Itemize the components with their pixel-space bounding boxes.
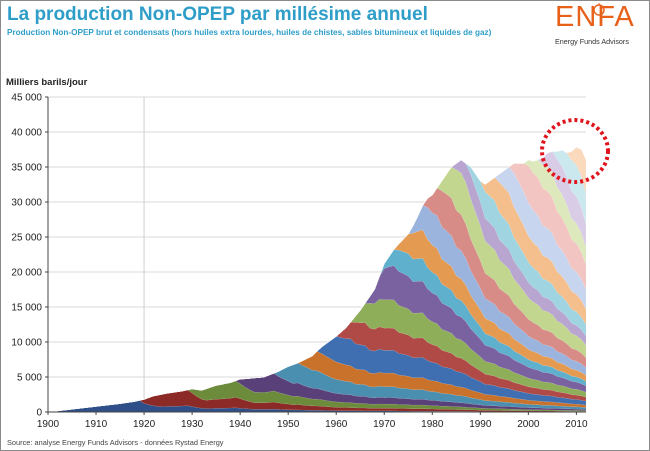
area-band-1976 bbox=[47, 205, 587, 413]
page-subtitle: Production Non-OPEP brut et condensats (… bbox=[7, 28, 492, 37]
highlight-annotation bbox=[540, 118, 610, 184]
logo-bulb-icon bbox=[591, 3, 607, 16]
area-band-1973 bbox=[47, 229, 587, 413]
area-band-1982 bbox=[47, 166, 587, 413]
area-band-1930 bbox=[47, 380, 587, 413]
area-band-1967 bbox=[47, 265, 587, 413]
y-tick-label: 20 000 bbox=[11, 268, 42, 279]
area-band-1979 bbox=[47, 187, 587, 413]
y-tick-label: 10 000 bbox=[11, 338, 42, 349]
x-tick-label: 1910 bbox=[85, 419, 108, 430]
x-tick-label: 1970 bbox=[373, 419, 396, 430]
y-tick-label: 35 000 bbox=[11, 163, 42, 174]
y-tick-label: 15 000 bbox=[11, 303, 42, 314]
y-tick-label: 0 bbox=[36, 408, 42, 419]
area-band-2006 bbox=[47, 150, 587, 413]
logo-tagline: Energy Funds Advisors bbox=[555, 37, 629, 46]
enfa-logo: ENFA Energy Funds Advisors bbox=[553, 1, 647, 46]
x-tick-label: 1920 bbox=[133, 419, 156, 430]
y-tick-label: 5 000 bbox=[17, 373, 42, 384]
area-band-1964 bbox=[47, 299, 587, 413]
area-band-1940 bbox=[47, 373, 587, 413]
stacked-area-chart: Milliers barils/jour 0 5 000 10 000 15 000 2… bbox=[6, 77, 610, 431]
x-tick-label: 1960 bbox=[325, 419, 348, 430]
y-tick-label: 40 000 bbox=[11, 128, 42, 139]
page-title: La production Non-OPEP par millésime ann… bbox=[7, 4, 428, 25]
area-band-1957 bbox=[47, 336, 587, 413]
area-band-2003 bbox=[47, 151, 587, 413]
x-tick-label: 2010 bbox=[565, 419, 588, 430]
highlight-circle bbox=[540, 118, 610, 184]
x-tick-label: 1980 bbox=[421, 419, 444, 430]
chart-axes bbox=[45, 96, 586, 415]
area-bands bbox=[47, 147, 587, 413]
tick-labels: 0 5 000 10 000 15 000 20 000 25 000 30 000 35 0… bbox=[11, 93, 588, 431]
x-tick-label: 1950 bbox=[277, 419, 300, 430]
area-band-1997 bbox=[47, 159, 587, 413]
area-band-1991 bbox=[47, 159, 587, 413]
area-band-1988 bbox=[47, 159, 587, 413]
area-band-2009 bbox=[47, 147, 587, 413]
area-band-1994 bbox=[47, 159, 587, 413]
y-axis-label: Milliers barils/jour bbox=[6, 77, 88, 88]
area-band-1970 bbox=[47, 249, 587, 413]
area-band-1961 bbox=[47, 322, 587, 413]
area-band-1985 bbox=[47, 159, 587, 413]
area-band-1953 bbox=[47, 351, 587, 413]
x-tick-label: 2000 bbox=[517, 419, 540, 430]
area-band-2000 bbox=[47, 159, 587, 413]
logo-wordmark: ENFA bbox=[555, 1, 635, 33]
y-tick-label: 45 000 bbox=[11, 93, 42, 104]
x-tick-label: 1990 bbox=[469, 419, 492, 430]
x-tick-label: 1930 bbox=[181, 419, 204, 430]
source-note: Source: analyse Energy Funds Advisors - … bbox=[7, 438, 224, 447]
y-tick-label: 25 000 bbox=[11, 233, 42, 244]
y-tick-label: 30 000 bbox=[11, 198, 42, 209]
x-tick-label: 1940 bbox=[229, 419, 252, 430]
area-band-1948 bbox=[47, 362, 587, 413]
x-tick-label: 1900 bbox=[37, 419, 60, 430]
